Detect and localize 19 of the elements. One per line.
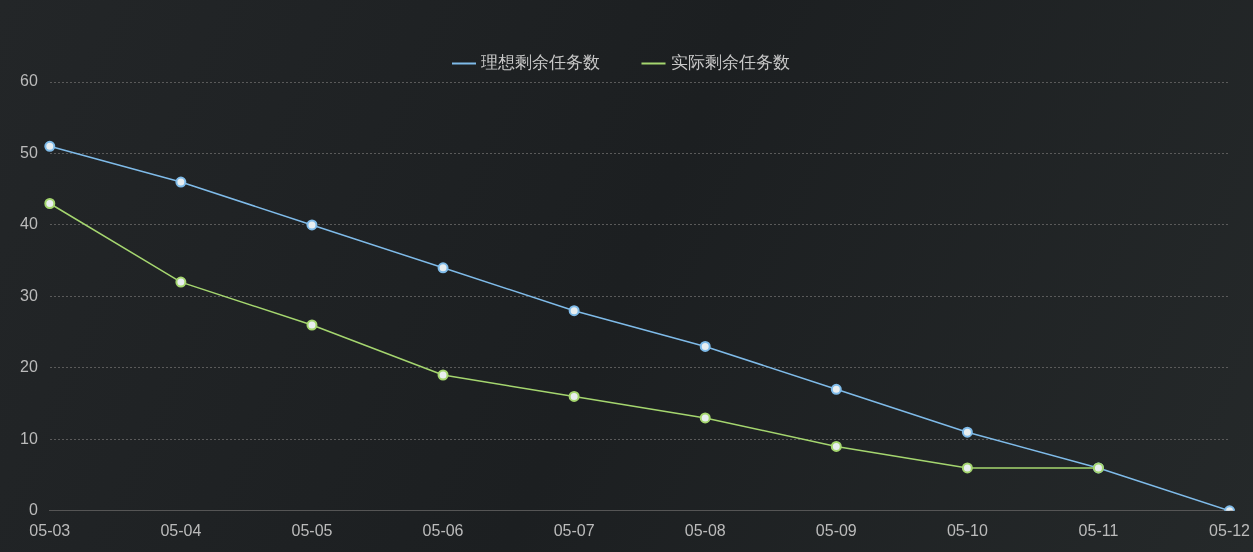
- x-tick-label: 05-06: [422, 521, 464, 539]
- x-tick-label: 05-09: [815, 521, 857, 539]
- y-tick-label: 20: [20, 358, 38, 376]
- x-tick-label: 05-03: [29, 521, 71, 539]
- x-tick-label: 05-11: [1078, 521, 1119, 539]
- y-tick-label: 40: [20, 215, 38, 233]
- x-tick-label: 05-04: [160, 521, 202, 539]
- y-tick-label: 50: [20, 143, 38, 161]
- x-tick-label: 05-10: [946, 521, 988, 539]
- legend-label: 理想剩余任务数: [481, 51, 600, 72]
- y-tick-label: 30: [20, 286, 38, 304]
- legend-label: 实际剩余任务数: [670, 51, 790, 72]
- x-tick-label: 05-07: [553, 521, 595, 539]
- y-tick-label: 60: [20, 72, 38, 90]
- y-tick-label: 10: [20, 429, 38, 447]
- x-tick-label: 05-08: [684, 521, 726, 539]
- x-tick-label: 05-05: [291, 521, 333, 539]
- x-tick-label: 05-12: [1209, 521, 1251, 539]
- y-tick-label: 0: [28, 501, 38, 519]
